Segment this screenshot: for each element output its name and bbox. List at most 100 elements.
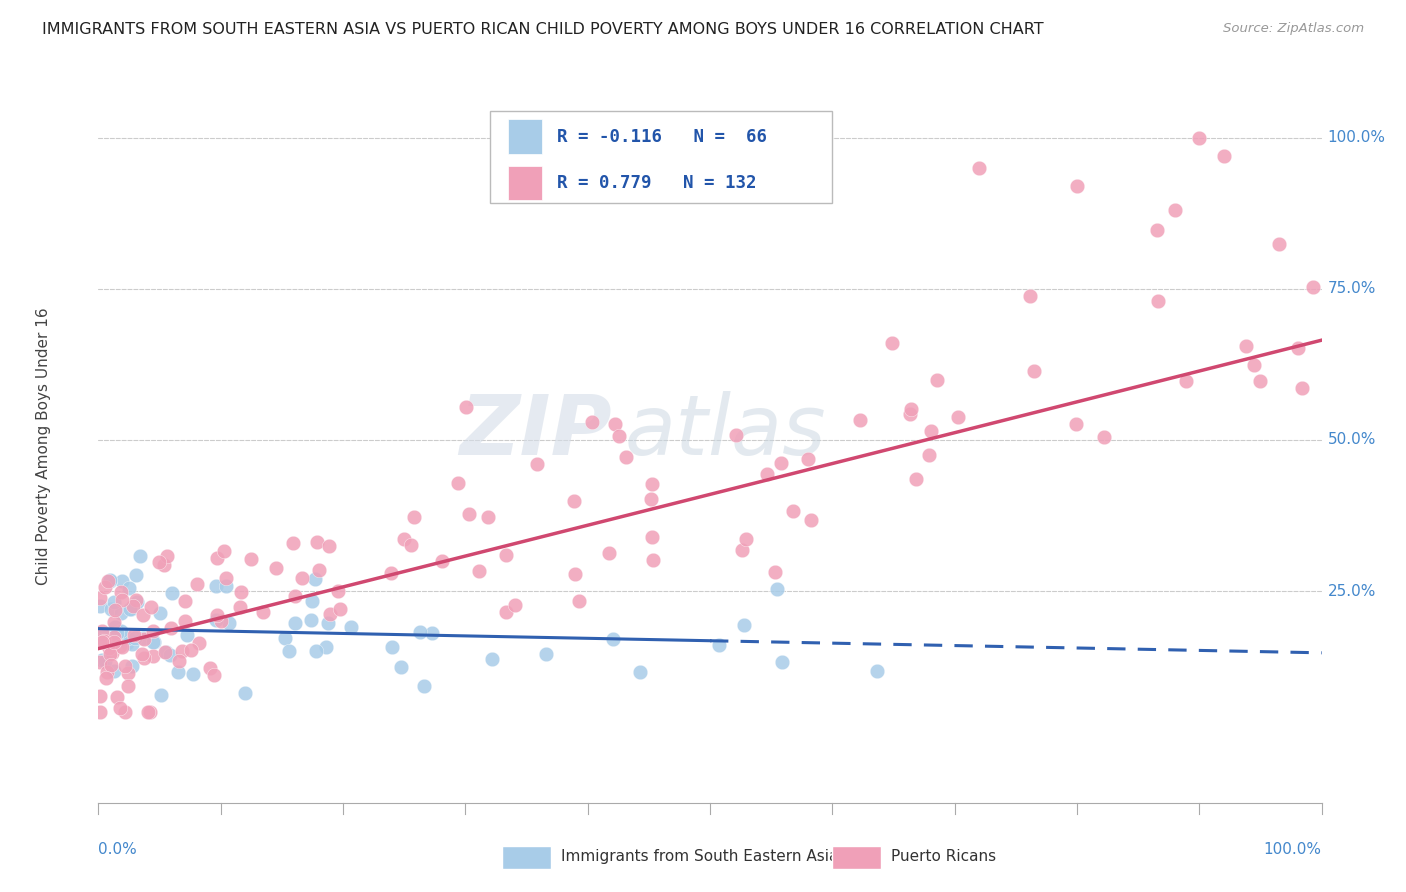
Point	[1019, 289, 1042, 303]
Point	[564, 494, 586, 508]
Point	[641, 553, 664, 567]
Point	[1164, 203, 1187, 218]
Point	[148, 555, 170, 569]
Point	[581, 416, 603, 430]
Point	[278, 644, 301, 658]
Point	[1066, 178, 1088, 193]
Point	[420, 626, 443, 640]
Point	[104, 603, 127, 617]
Point	[117, 632, 139, 646]
Point	[121, 637, 143, 651]
Point	[641, 530, 664, 544]
Point	[139, 705, 162, 719]
Point	[231, 584, 253, 599]
Point	[252, 605, 274, 619]
Point	[319, 607, 342, 621]
Point	[89, 689, 111, 703]
Point	[170, 644, 193, 658]
Point	[188, 636, 211, 650]
Point	[233, 686, 256, 700]
Point	[409, 625, 432, 640]
Point	[1286, 341, 1309, 355]
Point	[124, 628, 146, 642]
Point	[763, 566, 786, 580]
Point	[1024, 364, 1046, 378]
Point	[401, 539, 423, 553]
Text: 25.0%: 25.0%	[1327, 583, 1376, 599]
Point	[117, 666, 139, 681]
Point	[167, 653, 190, 667]
Point	[121, 599, 143, 613]
Text: Immigrants from South Eastern Asia: Immigrants from South Eastern Asia	[561, 849, 838, 863]
Point	[155, 645, 177, 659]
Point	[218, 615, 240, 630]
Point	[101, 646, 124, 660]
Point	[91, 653, 114, 667]
Text: ZIP: ZIP	[460, 392, 612, 472]
Point	[111, 574, 134, 589]
Point	[640, 491, 662, 506]
Point	[100, 602, 122, 616]
Point	[925, 373, 948, 387]
Point	[125, 592, 148, 607]
Point	[614, 450, 637, 464]
Point	[457, 507, 479, 521]
Point	[134, 632, 156, 647]
Point	[111, 592, 134, 607]
Point	[284, 615, 307, 630]
Point	[186, 577, 208, 591]
Point	[149, 606, 172, 620]
Point	[103, 615, 125, 629]
Point	[103, 635, 125, 649]
Point	[103, 630, 125, 644]
Point	[139, 600, 162, 615]
Point	[215, 571, 238, 585]
Point	[173, 594, 195, 608]
Point	[468, 564, 491, 578]
Point	[598, 546, 620, 560]
Point	[212, 544, 235, 558]
Point	[91, 624, 114, 638]
Point	[114, 658, 136, 673]
Point	[110, 585, 132, 599]
Point	[1243, 358, 1265, 372]
Point	[905, 472, 928, 486]
Point	[118, 581, 141, 595]
Text: Puerto Ricans: Puerto Ricans	[891, 849, 997, 863]
Point	[174, 614, 197, 628]
Point	[132, 631, 155, 645]
Point	[918, 448, 941, 462]
Point	[98, 647, 121, 661]
Point	[755, 467, 778, 481]
FancyBboxPatch shape	[489, 111, 832, 203]
Point	[264, 561, 287, 575]
Point	[120, 602, 142, 616]
Point	[731, 543, 754, 558]
Point	[121, 659, 143, 673]
Point	[159, 648, 181, 662]
Text: atlas: atlas	[624, 392, 827, 472]
Point	[291, 571, 314, 585]
Point	[1302, 279, 1324, 293]
Point	[526, 458, 548, 472]
Point	[97, 640, 120, 655]
Point	[120, 601, 142, 615]
Point	[229, 599, 252, 614]
Point	[641, 477, 664, 491]
Point	[1249, 374, 1271, 388]
Point	[394, 532, 416, 546]
Point	[534, 648, 557, 662]
Point	[91, 626, 114, 640]
Point	[967, 161, 990, 175]
Point	[117, 679, 139, 693]
Point	[108, 700, 131, 714]
Point	[205, 578, 228, 592]
Point	[301, 593, 323, 607]
Point	[100, 657, 122, 672]
Point	[152, 558, 174, 573]
Point	[89, 655, 111, 669]
Point	[89, 591, 111, 606]
Point	[866, 665, 889, 679]
Point	[115, 636, 138, 650]
Text: Source: ZipAtlas.com: Source: ZipAtlas.com	[1223, 22, 1364, 36]
